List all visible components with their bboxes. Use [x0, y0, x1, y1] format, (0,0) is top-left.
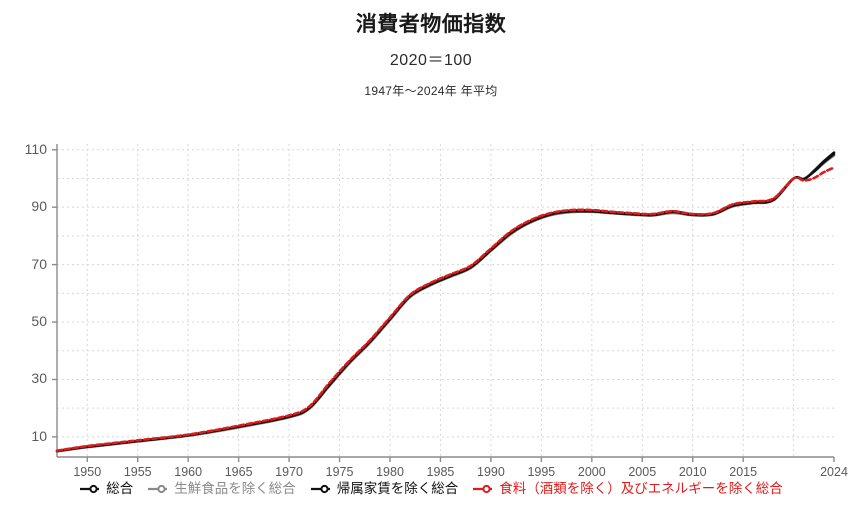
x-axis-tick-label: 1960	[174, 465, 203, 479]
legend-label: 帰属家賃を除く総合	[336, 481, 459, 496]
chart-subtitle: 2020＝100	[389, 52, 473, 69]
y-axis-tick-label: 10	[31, 427, 47, 444]
x-axis-tick-label: 1995	[527, 465, 556, 479]
y-axis-tick-label: 50	[31, 313, 47, 330]
x-axis-tick-label: 1955	[123, 465, 152, 479]
x-axis-tick-label: 1970	[275, 465, 303, 479]
legend-label: 生鮮食品を除く総合	[174, 481, 296, 496]
page-title: 消費者物価指数	[355, 13, 507, 36]
axis-lines	[56, 144, 834, 458]
line-marker-icon	[310, 484, 330, 493]
line-marker-icon	[473, 484, 493, 493]
series-line-ex_food_energy	[55, 166, 836, 452]
x-axis-tick-label: 2010	[678, 465, 707, 479]
x-axis-tick-label: 2015	[729, 465, 758, 479]
chart-legend: 総合 生鮮食品を除く総合 帰属家賃を除く総合 食料（酒類を除く）及びエネルギーを除く総…	[0, 482, 862, 496]
gridlines	[57, 144, 834, 457]
chart-period-note: 1947年〜2024年 年平均	[364, 84, 498, 98]
x-axis-tick-label: 2024	[820, 465, 848, 479]
legend-item-3[interactable]: 食料（酒類を除く）及びエネルギーを除く総合	[472, 482, 783, 496]
x-axis-tick-label: 2005	[628, 465, 657, 479]
x-axis-tick-label: 1985	[426, 465, 455, 479]
x-axis-tick-label: 1950	[73, 465, 102, 479]
axis-ticks	[52, 149, 835, 462]
y-axis-tick-label: 110	[24, 140, 47, 157]
series-line-ex_imputed_rent	[55, 151, 836, 453]
x-axis-tick-label: 1990	[477, 465, 505, 479]
x-axis-tick-label: 1965	[224, 465, 253, 479]
y-axis-tick-label: 70	[31, 255, 47, 272]
y-axis-tick-label: 90	[31, 198, 47, 215]
legend-item-2[interactable]: 帰属家賃を除く総合	[310, 481, 459, 496]
series-line-ex_fresh_food	[55, 154, 836, 453]
legend-label: 総合	[106, 481, 134, 496]
x-axis-tick-label: 1980	[376, 465, 404, 479]
legend-label: 食料（酒類を除く）及びエネルギーを除く総合	[499, 481, 783, 496]
series-line-total	[55, 152, 836, 453]
y-axis-tick-label: 30	[31, 370, 47, 387]
line-marker-icon	[80, 484, 100, 493]
x-axis-tick-label: 2000	[577, 465, 606, 479]
x-axis-tick-label: 1975	[325, 465, 354, 479]
line-marker-icon	[148, 484, 168, 493]
legend-item-0[interactable]: 総合	[79, 482, 133, 496]
series-layer	[55, 151, 836, 453]
legend-item-1[interactable]: 生鮮食品を除く総合	[147, 482, 296, 496]
